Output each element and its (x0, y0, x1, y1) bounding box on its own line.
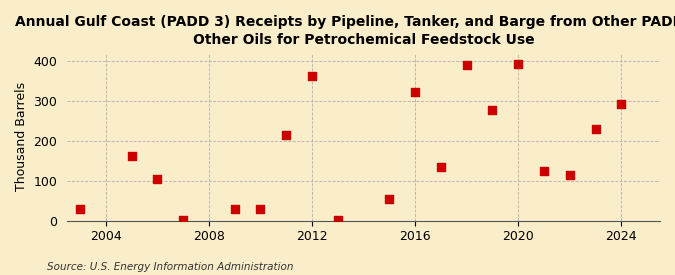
Point (410, 90, 421, 94)
Point (590, 126, 601, 131)
Point (255, 207, 266, 211)
Point (616, 102, 626, 106)
Point (487, 107, 498, 112)
Text: Source: U.S. Energy Information Administration: Source: U.S. Energy Information Administ… (47, 262, 294, 272)
Point (126, 154, 137, 158)
Point (75, 207, 86, 211)
Title: Annual Gulf Coast (PADD 3) Receipts by Pipeline, Tanker, and Barge from Other PA: Annual Gulf Coast (PADD 3) Receipts by P… (15, 15, 675, 47)
Point (230, 207, 240, 211)
Point (435, 164, 446, 169)
Point (564, 173, 575, 177)
Y-axis label: Thousand Barrels: Thousand Barrels (15, 82, 28, 191)
Point (513, 62, 524, 66)
Point (461, 62, 472, 67)
Point (178, 218, 188, 222)
Point (306, 74, 317, 78)
Point (384, 197, 395, 201)
Point (332, 218, 343, 222)
Point (281, 133, 292, 137)
Point (539, 169, 549, 173)
Point (152, 177, 163, 181)
